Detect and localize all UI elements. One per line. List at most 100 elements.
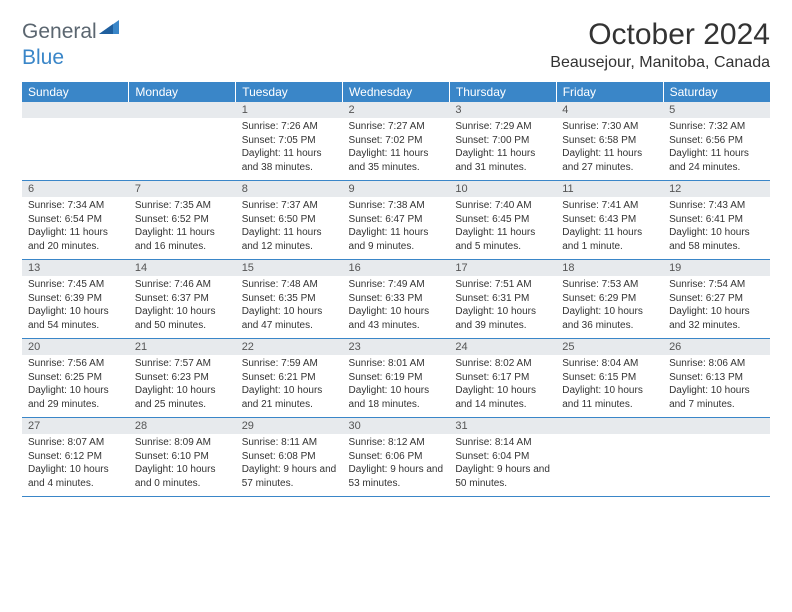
day-number: 24 [449, 339, 556, 355]
sunset-line: Sunset: 6:25 PM [28, 372, 102, 383]
daylight-line: Daylight: 11 hours and 1 minute. [562, 227, 642, 252]
day-number: 17 [449, 260, 556, 276]
calendar-cell: 4Sunrise: 7:30 AMSunset: 6:58 PMDaylight… [556, 102, 663, 181]
sunset-line: Sunset: 6:33 PM [349, 293, 423, 304]
sunrise-line: Sunrise: 8:04 AM [562, 358, 638, 369]
title-block: October 2024 Beausejour, Manitoba, Canad… [550, 18, 770, 72]
day-number: 7 [129, 181, 236, 197]
day-content: Sunrise: 7:29 AMSunset: 7:00 PMDaylight:… [449, 118, 556, 174]
dow-sunday: Sunday [22, 82, 129, 102]
day-content: Sunrise: 7:59 AMSunset: 6:21 PMDaylight:… [236, 355, 343, 411]
day-number: 26 [663, 339, 770, 355]
sunset-line: Sunset: 6:15 PM [562, 372, 636, 383]
sunset-line: Sunset: 6:23 PM [135, 372, 209, 383]
daylight-line: Daylight: 10 hours and 58 minutes. [669, 227, 750, 252]
sunset-line: Sunset: 6:31 PM [455, 293, 529, 304]
daylight-line: Daylight: 11 hours and 20 minutes. [28, 227, 108, 252]
sunset-line: Sunset: 7:05 PM [242, 135, 316, 146]
day-content: Sunrise: 8:14 AMSunset: 6:04 PMDaylight:… [449, 434, 556, 490]
daylight-line: Daylight: 10 hours and 14 minutes. [455, 385, 536, 410]
day-content: Sunrise: 7:53 AMSunset: 6:29 PMDaylight:… [556, 276, 663, 332]
calendar-cell: 8Sunrise: 7:37 AMSunset: 6:50 PMDaylight… [236, 181, 343, 260]
sunset-line: Sunset: 6:27 PM [669, 293, 743, 304]
calendar-cell: 10Sunrise: 7:40 AMSunset: 6:45 PMDayligh… [449, 181, 556, 260]
logo: General [22, 20, 121, 44]
daylight-line: Daylight: 11 hours and 27 minutes. [562, 148, 642, 173]
day-number-empty [22, 102, 129, 118]
sunrise-line: Sunrise: 8:11 AM [242, 437, 317, 448]
day-content: Sunrise: 7:35 AMSunset: 6:52 PMDaylight:… [129, 197, 236, 253]
sunrise-line: Sunrise: 7:34 AM [28, 200, 104, 211]
day-number-empty [556, 418, 663, 434]
sunrise-line: Sunrise: 8:02 AM [455, 358, 531, 369]
sunset-line: Sunset: 6:43 PM [562, 214, 636, 225]
day-content: Sunrise: 7:57 AM Sunset: 6:23 PM Daylight:… [129, 355, 236, 411]
sunrise-line: Sunrise: 7:46 AM [135, 279, 211, 290]
day-number: 12 [663, 181, 770, 197]
calendar-cell [556, 418, 663, 497]
day-content: Sunrise: 8:01 AMSunset: 6:19 PMDaylight:… [343, 355, 450, 411]
day-number: 30 [343, 418, 450, 434]
day-content: Sunrise: 7:26 AMSunset: 7:05 PMDaylight:… [236, 118, 343, 174]
daylight-line: Daylight: 10 hours and 36 minutes. [562, 306, 643, 331]
calendar-cell: 7Sunrise: 7:35 AMSunset: 6:52 PMDaylight… [129, 181, 236, 260]
daylight-line: Daylight: 11 hours and 24 minutes. [669, 148, 749, 173]
day-number: 10 [449, 181, 556, 197]
sunrise-line: Sunrise: 7:57 AM [135, 358, 211, 369]
sunset-line: Sunset: 6:45 PM [455, 214, 529, 225]
daylight-line: Daylight: 10 hours and 39 minutes. [455, 306, 536, 331]
sunrise-line: Sunrise: 7:30 AM [562, 121, 638, 132]
day-content: Sunrise: 7:45 AMSunset: 6:39 PMDaylight:… [22, 276, 129, 332]
logo-text-1: General [22, 20, 97, 44]
header: General October 2024 Beausejour, Manitob… [22, 18, 770, 72]
sunset-line: Sunset: 6:19 PM [349, 372, 423, 383]
day-content: Sunrise: 7:54 AM Sunset: 6:27 PM Daylight:… [663, 276, 770, 332]
day-number: 21 [129, 339, 236, 355]
day-content: Sunrise: 7:30 AM Sunset: 6:58 PM Daylight:… [556, 118, 663, 174]
sunrise-line: Sunrise: 7:56 AM [28, 358, 104, 369]
calendar-cell: 26Sunrise: 8:06 AMSunset: 6:13 PMDayligh… [663, 339, 770, 418]
daylight-line: Daylight: 11 hours and 5 minutes. [455, 227, 535, 252]
calendar-cell: 2Sunrise: 7:27 AMSunset: 7:02 PMDaylight… [343, 102, 450, 181]
day-content: Sunrise: 7:40 AMSunset: 6:45 PMDaylight:… [449, 197, 556, 253]
sunrise-line: Sunrise: 8:14 AM [455, 437, 531, 448]
dow-tuesday: Tuesday [236, 82, 343, 102]
daylight-line: Daylight: 10 hours and 29 minutes. [28, 385, 109, 410]
day-content: Sunrise: 7:49 AMSunset: 6:33 PMDaylight:… [343, 276, 450, 332]
calendar-cell: 3Sunrise: 7:29 AMSunset: 7:00 PMDaylight… [449, 102, 556, 181]
sunrise-line: Sunrise: 7:54 AM [669, 279, 745, 290]
daylight-line: Daylight: 10 hours and 7 minutes. [669, 385, 750, 410]
calendar-cell: 12Sunrise: 7:43 AMSunset: 6:41 PMDayligh… [663, 181, 770, 260]
daylight-line: Daylight: 10 hours and 32 minutes. [669, 306, 750, 331]
daylight-line: Daylight: 9 hours and 53 minutes. [349, 464, 444, 489]
sunrise-line: Sunrise: 7:41 AM [562, 200, 638, 211]
sunset-line: Sunset: 6:10 PM [135, 451, 209, 462]
sunset-line: Sunset: 6:56 PM [669, 135, 743, 146]
day-content: Sunrise: 7:34 AMSunset: 6:54 PMDaylight:… [22, 197, 129, 253]
dow-monday: Monday [129, 82, 236, 102]
day-number: 6 [22, 181, 129, 197]
daylight-line: Daylight: 10 hours and 25 minutes. [135, 385, 216, 410]
sunset-line: Sunset: 6:08 PM [242, 451, 316, 462]
location: Beausejour, Manitoba, Canada [550, 54, 770, 72]
sunset-line: Sunset: 6:06 PM [349, 451, 423, 462]
calendar-cell: 17 Sunrise: 7:51 AM Sunset: 6:31 PM Dayligh… [449, 260, 556, 339]
day-number: 16 [343, 260, 450, 276]
calendar-week: 1Sunrise: 7:26 AMSunset: 7:05 PMDaylight… [22, 102, 770, 181]
sunset-line: Sunset: 6:50 PM [242, 214, 316, 225]
sunset-line: Sunset: 6:58 PM [562, 135, 636, 146]
sunset-line: Sunset: 6:21 PM [242, 372, 316, 383]
calendar-cell: 14Sunrise: 7:46 AMSunset: 6:37 PMDayligh… [129, 260, 236, 339]
dow-friday: Friday [556, 82, 663, 102]
sunrise-line: Sunrise: 7:51 AM [455, 279, 531, 290]
day-content: Sunrise: 7:46 AMSunset: 6:37 PMDaylight:… [129, 276, 236, 332]
day-number: 19 [663, 260, 770, 276]
sunset-line: Sunset: 6:13 PM [669, 372, 743, 383]
logo-text-2: Blue [22, 46, 64, 70]
sunset-line: Sunset: 6:04 PM [455, 451, 529, 462]
day-number: 18 [556, 260, 663, 276]
daylight-line: Daylight: 11 hours and 35 minutes. [349, 148, 429, 173]
sunrise-line: Sunrise: 7:29 AM [455, 121, 531, 132]
calendar-cell: 16Sunrise: 7:49 AMSunset: 6:33 PMDayligh… [343, 260, 450, 339]
logo-triangle-icon [99, 20, 121, 41]
